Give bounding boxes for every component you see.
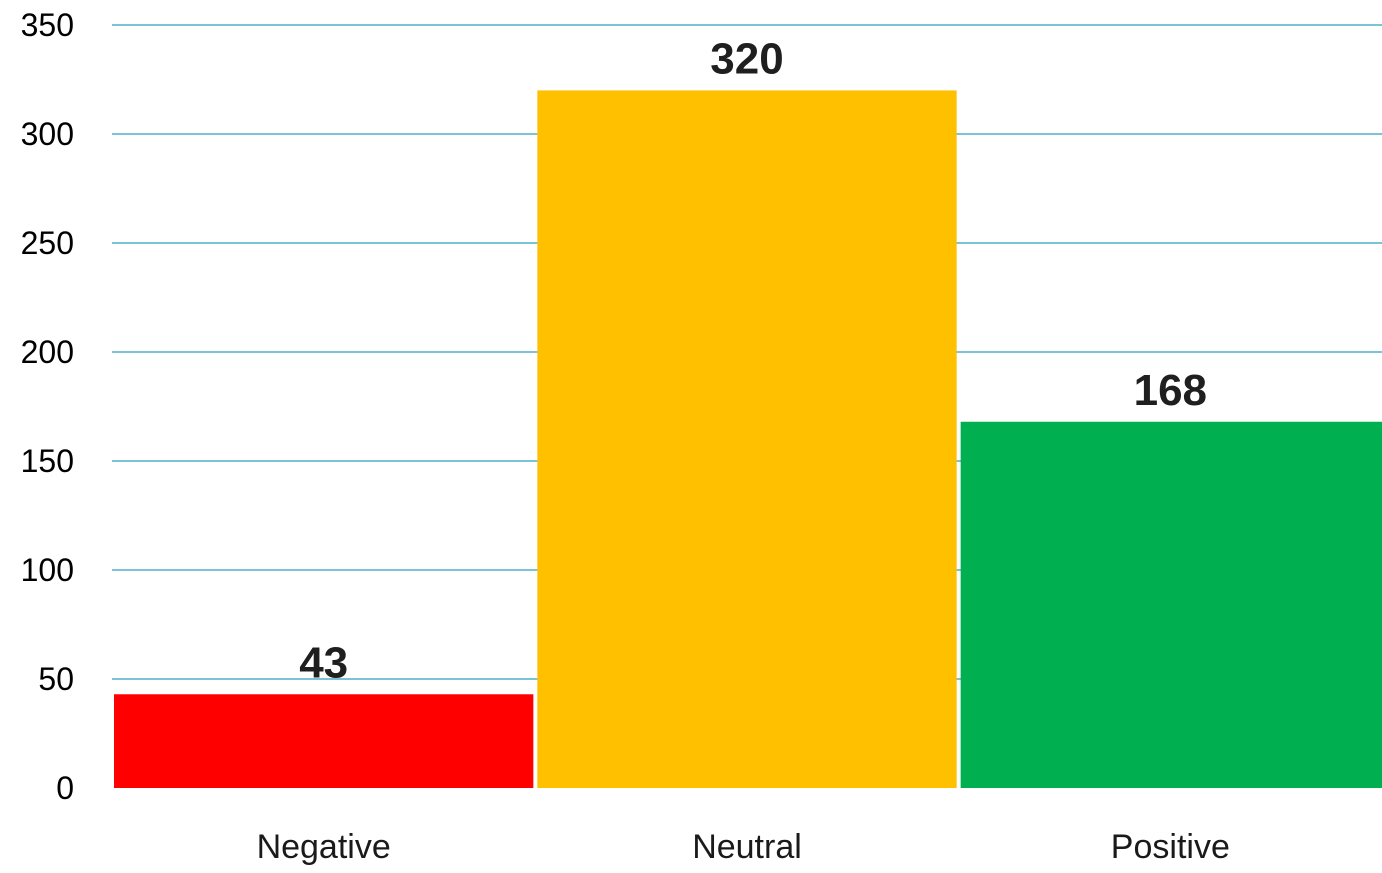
- x-category-label-positive: Positive: [1111, 828, 1230, 866]
- bar-negative: [114, 694, 534, 788]
- data-label-neutral: 320: [710, 34, 783, 83]
- x-axis-categories: Negative Neutral Positive: [257, 828, 1230, 866]
- y-tick-label: 150: [21, 443, 74, 479]
- y-tick-label: 250: [21, 225, 74, 261]
- y-tick-label: 0: [56, 770, 74, 806]
- y-tick-label: 350: [21, 7, 74, 43]
- x-category-label-negative: Negative: [257, 828, 391, 866]
- y-tick-label: 300: [21, 116, 74, 152]
- bars: [114, 90, 1382, 788]
- x-category-label-neutral: Neutral: [692, 828, 802, 866]
- data-label-positive: 168: [1134, 366, 1207, 415]
- data-labels: 43 320 168: [299, 34, 1207, 687]
- bar-positive: [960, 421, 1382, 788]
- data-label-negative: 43: [299, 638, 348, 687]
- y-tick-label: 50: [38, 661, 74, 697]
- y-tick-label: 100: [21, 552, 74, 588]
- bar-neutral: [537, 90, 957, 788]
- y-tick-label: 200: [21, 334, 74, 370]
- y-axis-ticks: 0 50 100 150 200 250 300 350: [21, 7, 74, 806]
